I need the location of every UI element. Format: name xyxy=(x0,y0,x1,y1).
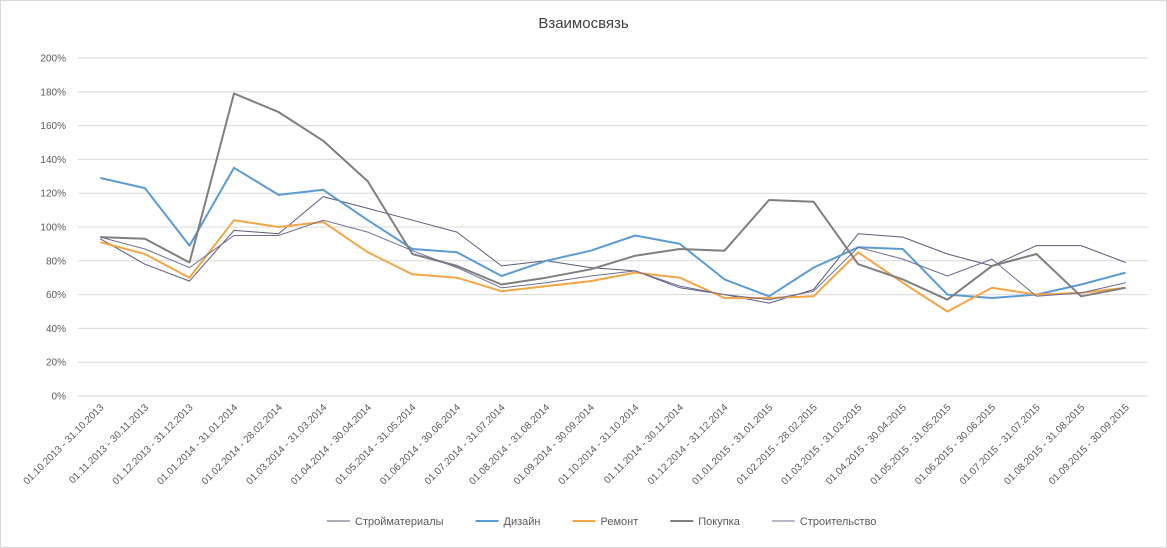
y-tick-label: 180% xyxy=(40,87,66,98)
x-tick-label: 01.07.2014 - 31.07.2014 xyxy=(423,402,508,487)
legend-label: Стройматериалы xyxy=(355,516,444,528)
series-line-3 xyxy=(100,219,1126,313)
x-tick-label: 01.11.2013 - 30.11.2013 xyxy=(67,402,151,486)
x-tick-label: 01.07.2015 - 31.07.2015 xyxy=(958,402,1043,487)
x-tick-label: 01.10.2014 - 31.10.2014 xyxy=(557,402,642,487)
series-lines xyxy=(100,92,1126,313)
y-tick-label: 160% xyxy=(40,121,66,132)
x-tick-label: 01.06.2014 - 30.06.2014 xyxy=(378,402,463,487)
x-tick-label: 01.10.2013 - 31.10.2013 xyxy=(22,402,107,487)
y-tick-label: 20% xyxy=(46,358,66,369)
x-tick-label: 01.04.2015 - 30.04.2015 xyxy=(824,402,909,487)
y-tick-label: 100% xyxy=(40,223,66,234)
x-tick-label: 01.03.2015 - 31.03.2015 xyxy=(779,402,864,487)
y-axis-ticks: 0% 20% 40% 60% 80% 100% 120% 140% 160% 180% 200% xyxy=(40,54,66,403)
y-tick-label: 80% xyxy=(46,256,66,267)
x-tick-label: 01.01.2014 - 31.01.2014 xyxy=(155,402,240,487)
legend-label: Строительство xyxy=(800,516,877,528)
legend-label: Ремонт xyxy=(601,516,639,528)
series-line-5 xyxy=(100,219,1126,301)
gridlines xyxy=(78,57,1148,397)
x-tick-label: 01.12.2013 - 31.12.2013 xyxy=(111,402,196,487)
y-tick-label: 200% xyxy=(40,54,66,65)
legend: Стройматериалы Дизайн Ремонт Покупка Строите… xyxy=(327,516,876,528)
x-tick-label: 01.06.2015 - 30.06.2015 xyxy=(913,402,998,487)
x-tick-label: 01.02.2015 - 28.02.2015 xyxy=(735,402,820,487)
x-tick-label: 01.05.2014 - 31.05.2014 xyxy=(334,402,419,487)
x-tick-label: 01.03.2014 - 31.03.2014 xyxy=(244,402,329,487)
x-tick-label: 01.08.2014 - 31.08.2014 xyxy=(467,402,552,487)
x-tick-label: 01.05.2015 - 31.05.2015 xyxy=(869,402,954,487)
x-tick-label: 01.11.2014 - 30.11.2014 xyxy=(602,402,686,486)
x-tick-label: 01.04.2014 - 30.04.2014 xyxy=(289,402,374,487)
series-line-2 xyxy=(100,166,1126,299)
x-tick-label: 01.01.2015 - 31.01.2015 xyxy=(690,402,775,487)
x-tick-label: 01.02.2014 - 28.02.2014 xyxy=(200,402,285,487)
y-tick-label: 40% xyxy=(46,324,66,335)
y-tick-label: 140% xyxy=(40,155,66,166)
series-line-4 xyxy=(100,92,1126,301)
legend-label: Покупка xyxy=(698,516,740,528)
y-tick-label: 60% xyxy=(46,290,66,301)
y-tick-label: 0% xyxy=(52,392,67,403)
x-tick-label: 01.12.2014 - 31.12.2014 xyxy=(646,402,731,487)
x-tick-label: 01.09.2014 - 30.09.2014 xyxy=(512,402,597,487)
x-tick-label: 01.08.2015 - 31.08.2015 xyxy=(1002,402,1087,487)
legend-label: Дизайн xyxy=(504,516,541,528)
x-tick-label: 01.09.2015 - 30.09.2015 xyxy=(1047,402,1132,487)
y-tick-label: 120% xyxy=(40,189,66,200)
chart-title: Взаимосвязь xyxy=(538,15,629,32)
series-line-1 xyxy=(100,196,1126,304)
